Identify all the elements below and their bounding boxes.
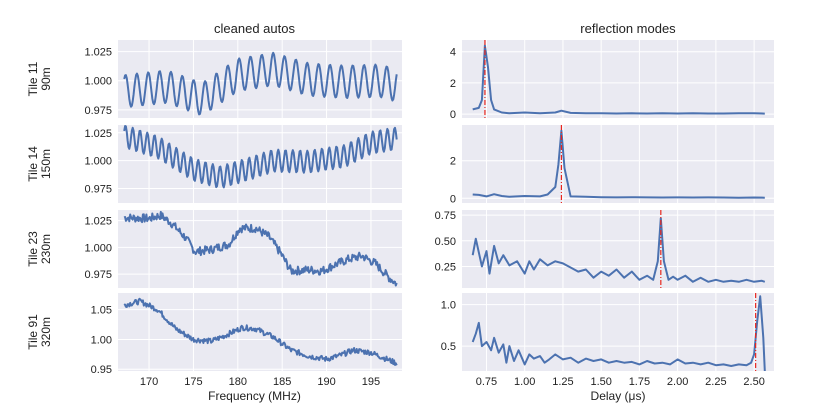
y-tick-label: 0 [450, 193, 456, 205]
series-line-right-2 [471, 217, 766, 283]
left-panel-title: cleaned autos [214, 21, 295, 36]
right-x-axis-label: Delay (μs) [591, 389, 646, 403]
tile-distance-label: 90m [39, 67, 53, 90]
y-tick-label: 1.00 [91, 334, 112, 346]
tile-label: Tile 91 [26, 314, 40, 350]
y-tick-label: 1.025 [84, 128, 112, 140]
series-line-left-3 [123, 297, 398, 366]
series-line-right-3 [471, 295, 766, 372]
x-tick-label: 1.25 [552, 376, 573, 388]
panel-backgrounds [118, 40, 774, 371]
y-tick-label: 0.975 [84, 269, 112, 281]
y-tick-label: 0 [450, 109, 456, 121]
y-tick-label: 1.025 [84, 216, 112, 228]
x-tick-label: 1.00 [514, 376, 535, 388]
y-tick-label: 0.975 [84, 184, 112, 196]
y-tick-label: 0.975 [84, 105, 112, 117]
panel-bg-left-1 [118, 125, 402, 203]
y-tick-label: 1.000 [84, 242, 112, 254]
x-tick-label: 180 [229, 376, 247, 388]
tile-label: Tile 14 [26, 146, 40, 182]
panel-bg-right-1 [462, 125, 774, 203]
y-tick-label: 2 [450, 156, 456, 168]
x-tick-label: 2.50 [743, 376, 764, 388]
y-tick-label: 1.000 [84, 156, 112, 168]
y-tick-label: 2 [450, 78, 456, 90]
x-tick-label: 2.00 [667, 376, 688, 388]
y-tick-label: 0.25 [435, 261, 456, 273]
tile-distance-label: 320m [39, 317, 53, 347]
x-tick-label: 195 [362, 376, 380, 388]
x-tick-label: 0.75 [476, 376, 497, 388]
series-line-right-1 [472, 129, 765, 199]
y-tick-label: 0.75 [435, 210, 456, 222]
x-tick-label: 185 [273, 376, 291, 388]
x-tick-label: 1.75 [629, 376, 650, 388]
series-line-left-0 [123, 51, 398, 116]
series-line-left-2 [123, 210, 398, 287]
y-tick-label: 0.5 [441, 341, 456, 353]
right-panel-title: reflection modes [580, 21, 676, 36]
y-tick-label: 0.50 [435, 236, 456, 248]
tile-distance-label: 150m [39, 149, 53, 179]
tile-distance-label: 230m [39, 234, 53, 264]
left-x-axis-label: Frequency (MHz) [208, 389, 301, 403]
x-tick-label: 1.50 [590, 376, 611, 388]
y-tick-label: 1.000 [84, 76, 112, 88]
tile-label: Tile 23 [26, 231, 40, 267]
x-tick-label: 170 [140, 376, 158, 388]
y-tick-label: 0.95 [91, 364, 112, 376]
series-line-right-0 [472, 44, 765, 115]
tile-label: Tile 11 [26, 61, 40, 96]
x-tick-label: 175 [184, 376, 202, 388]
x-tick-label: 190 [317, 376, 335, 388]
series-lines [123, 40, 766, 372]
panel-bg-left-2 [118, 210, 402, 288]
y-tick-label: 1.0 [441, 300, 456, 312]
panel-bg-right-2 [462, 210, 774, 288]
y-tick-label: 4 [450, 47, 456, 59]
panel-bg-right-0 [462, 40, 774, 118]
series-line-left-1 [123, 125, 398, 189]
x-tick-label: 2.25 [705, 376, 726, 388]
y-tick-label: 1.025 [84, 47, 112, 59]
y-tick-label: 1.05 [91, 305, 112, 317]
